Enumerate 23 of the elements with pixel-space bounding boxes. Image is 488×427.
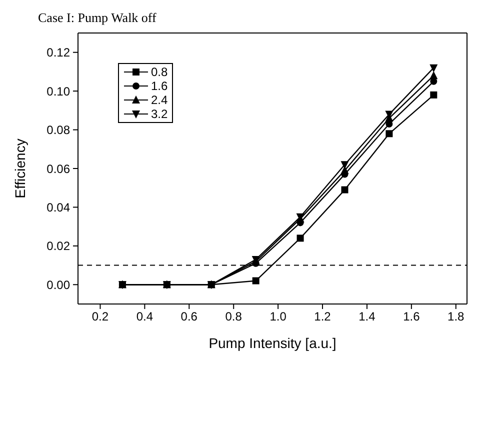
y-axis-title: Efficiency (12, 138, 28, 198)
x-tick-label: 0.2 (92, 310, 109, 324)
x-tick-label: 0.4 (136, 310, 154, 324)
x-tick-label: 0.6 (180, 310, 198, 324)
y-tick-label: 0.10 (46, 84, 70, 98)
x-tick-label: 1.0 (270, 310, 287, 324)
legend-label: 2.4 (151, 93, 168, 107)
y-tick-label: 0.00 (46, 278, 70, 292)
x-tick-label: 1.2 (314, 310, 332, 324)
y-tick-label: 0.06 (46, 162, 70, 176)
x-tick-label: 1.6 (403, 310, 420, 324)
y-tick-label: 0.08 (46, 123, 70, 138)
chart-title: Case I: Pump Walk off (38, 10, 156, 26)
y-tick-label: 0.04 (46, 200, 70, 214)
legend-label: 3.2 (151, 107, 168, 121)
x-tick-label: 1.8 (448, 310, 465, 324)
y-tick-label: 0.12 (46, 46, 70, 60)
x-tick-label: 0.8 (225, 310, 242, 324)
x-axis-title: Pump Intensity [a.u.] (208, 335, 336, 351)
legend-label: 1.6 (151, 79, 168, 93)
y-tick-label: 0.02 (46, 239, 70, 254)
legend-label: 0.8 (151, 65, 168, 79)
x-tick-label: 1.4 (358, 310, 376, 324)
